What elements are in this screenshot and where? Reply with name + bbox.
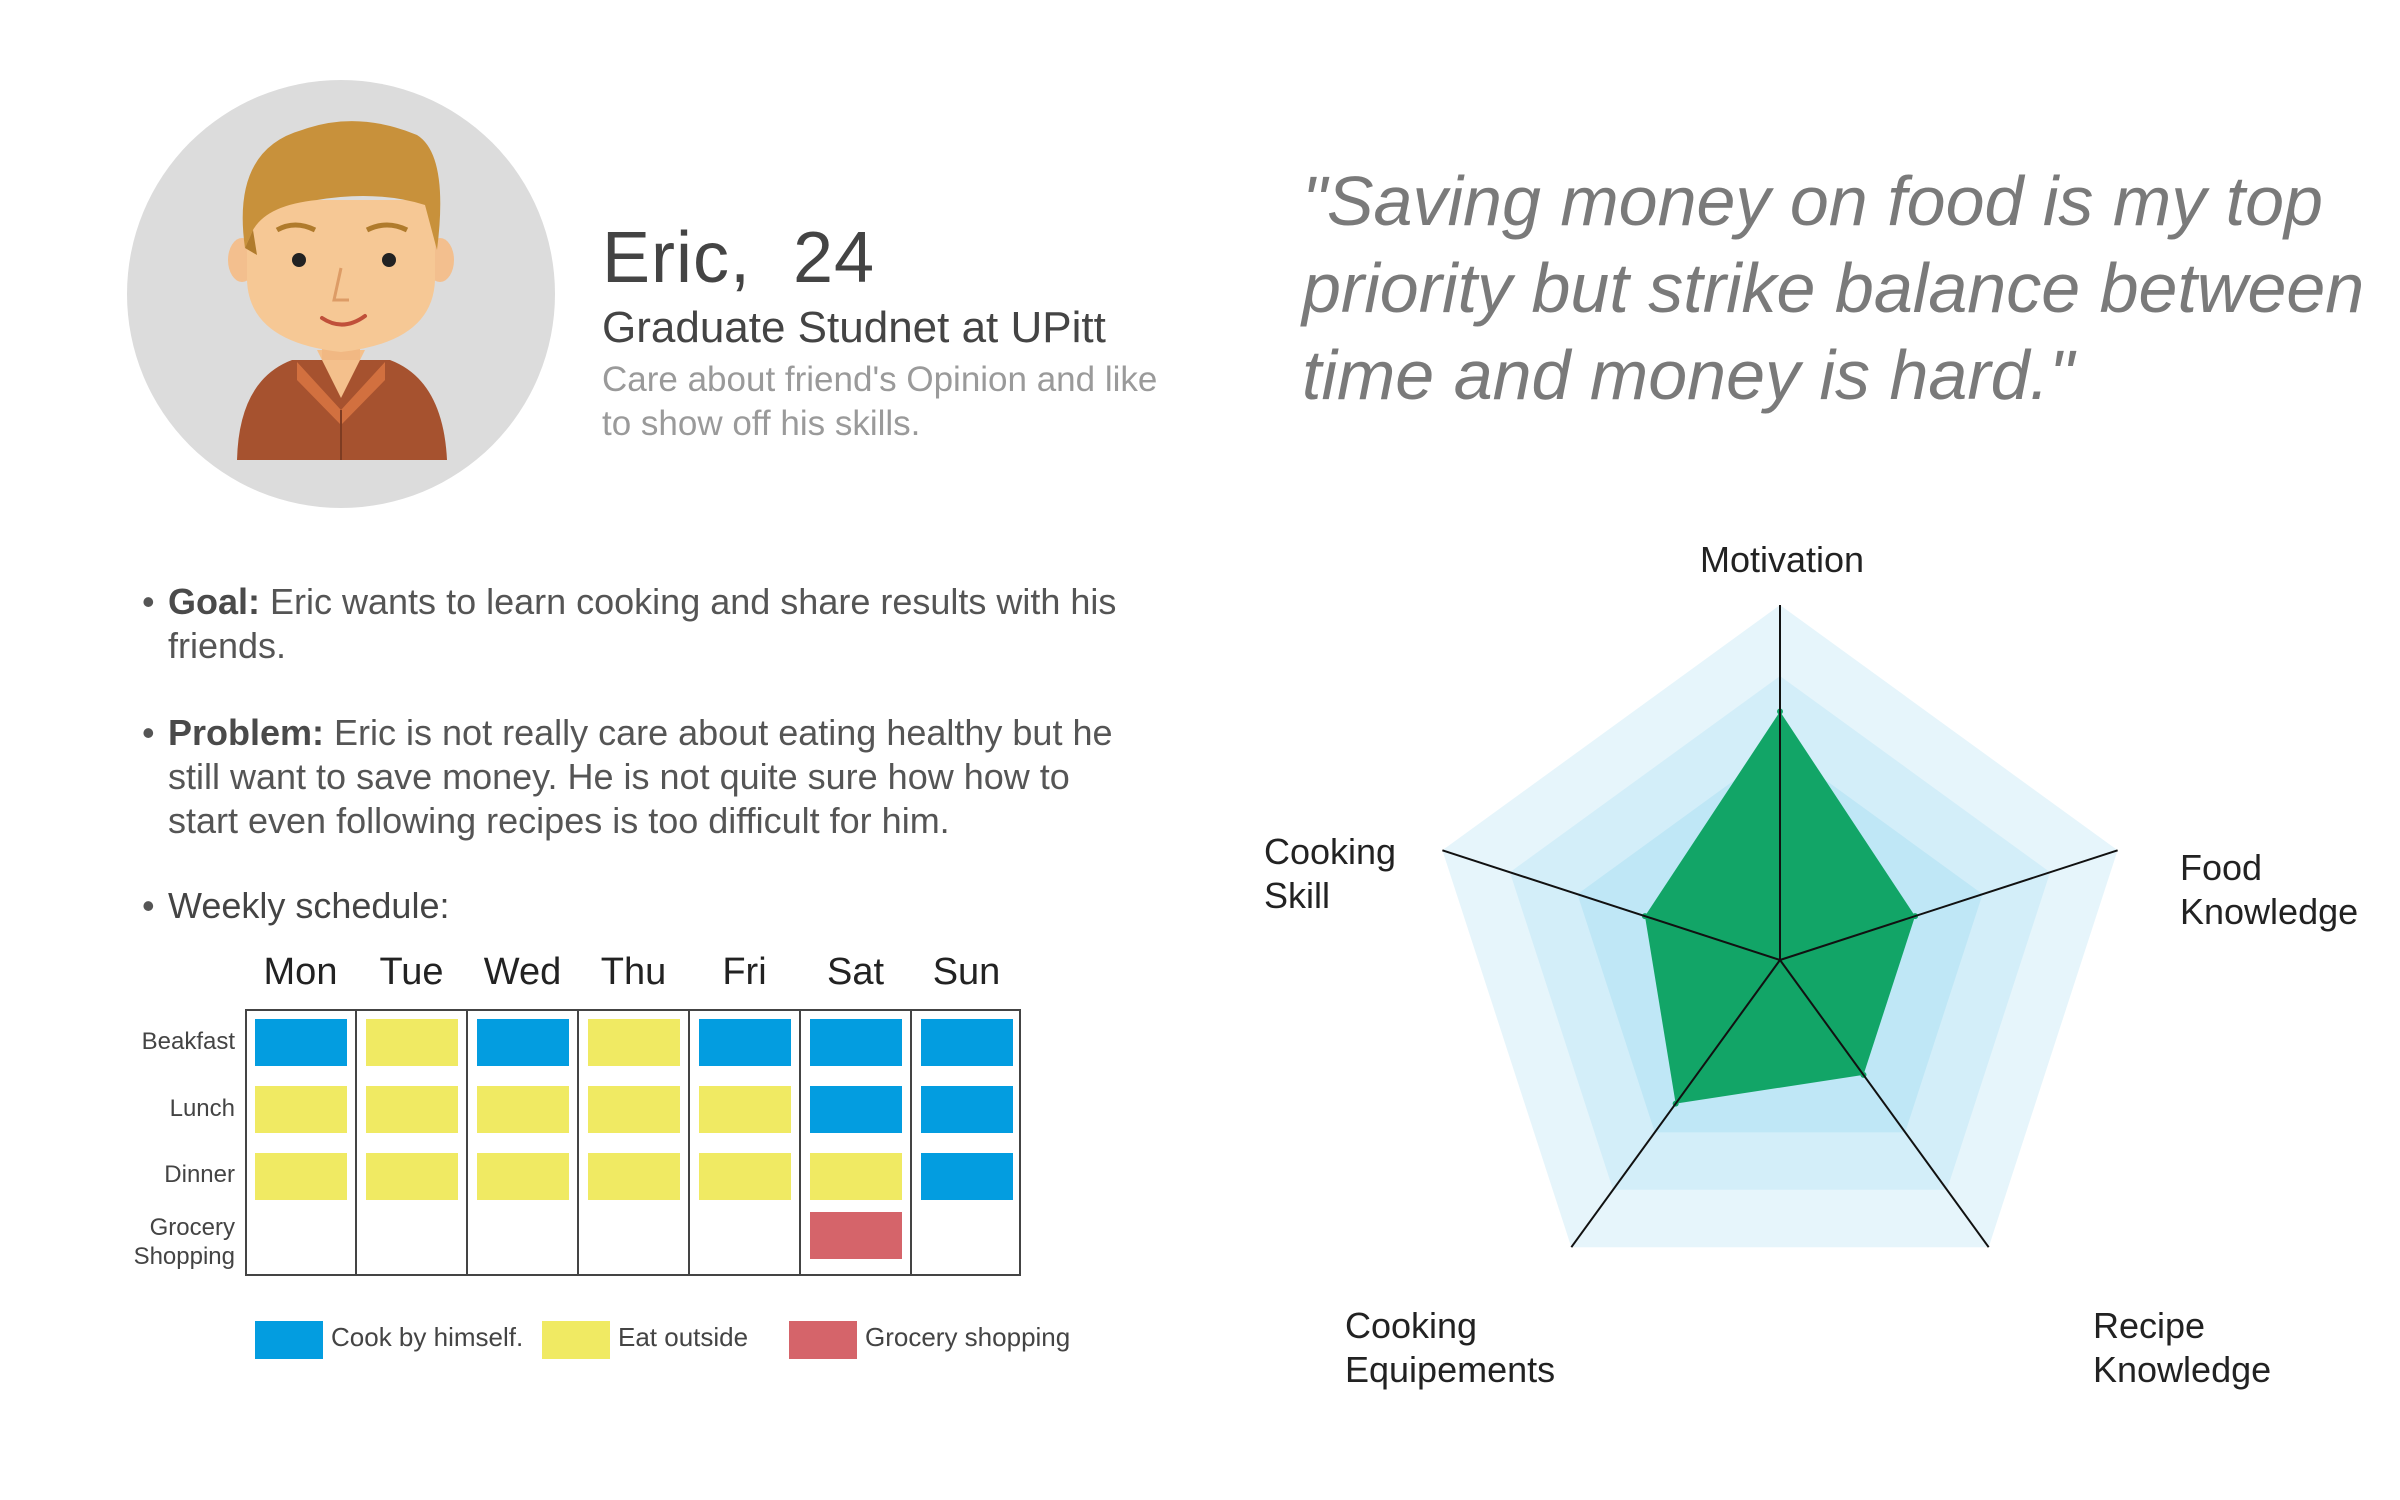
schedule-cell-outside [366,1153,458,1200]
legend-swatch-outside [542,1321,610,1359]
bullet-marker: • [142,712,155,753]
schedule-cell-cook [921,1153,1013,1200]
schedule-cell-grocery [810,1212,902,1259]
radar-axis-label-line: Skill [1264,875,1331,916]
schedule-cell-cook [921,1086,1013,1133]
persona-name: Eric, 24 [602,218,876,298]
schedule-cell-cook [921,1019,1013,1066]
column-divider [799,1009,801,1276]
legend-label-cook: Cook by himself. [331,1322,524,1352]
schedule-cell-cook [810,1019,902,1066]
goal-text-cont: friends. [168,625,287,666]
avatar [127,80,555,508]
skill-radar-chart [1442,605,2118,1248]
bullet-marker: • [142,885,155,926]
schedule-cell-outside [588,1086,680,1133]
row-label: Lunch [100,1094,235,1123]
row-label-line: Shopping [133,1243,235,1270]
legend-swatch-cook [255,1321,323,1359]
radar-axis-label: Recipe Knowledge [2093,1304,2271,1392]
row-label-line: Dinner [164,1161,235,1188]
schedule-cell-outside [699,1086,791,1133]
problem-text: Eric is not really care about eating hea… [324,712,1113,753]
schedule-cell-cook [810,1086,902,1133]
day-header: Tue [379,951,444,993]
persona-description: Care about friend's Opinion and like to … [602,360,1158,443]
persona-role: Graduate Studnet at UPitt [602,303,1106,352]
radar-axis-label: Food Knowledge [2180,846,2358,934]
day-header: Mon [263,951,338,993]
schedule-cell-outside [477,1086,569,1133]
schedule-cell-outside [588,1153,680,1200]
goal-text: Eric wants to learn cooking and share re… [260,581,1117,622]
radar-axis-label: Motivation [1700,538,1864,582]
row-label-line: Grocery [149,1214,235,1241]
legend-swatch-grocery [789,1321,857,1359]
persona-quote: "Saving money on food is my top priority… [1302,162,2365,414]
radar-axis-label-line: Cooking [1264,831,1397,872]
row-label: Beakfast [100,1027,235,1056]
weekly-schedule-table [245,1009,1021,1276]
radar-axis-label: Cooking Equipements [1345,1304,1555,1392]
problem-text-cont-2: start even following recipes is too diff… [168,800,950,841]
schedule-cell-cook [699,1019,791,1066]
radar-axis-label-line: Knowledge [2180,891,2359,932]
schedule-cell-outside [699,1153,791,1200]
radar-axis-line [1779,959,1990,1248]
radar-axis-label-line: Cooking [1345,1305,1478,1346]
goal-bullet: • Goal: Eric wants to learn cooking and s… [142,580,1127,668]
legend-label-outside: Eat outside [618,1322,749,1352]
row-label: Grocery Shopping [100,1213,235,1271]
schedule-cell-outside [477,1153,569,1200]
schedule-cell-cook [255,1019,347,1066]
radar-axis-label-line: Food [2180,847,2263,888]
schedule-label: Weekly schedule: [168,885,450,926]
day-header: Thu [600,951,667,993]
column-divider [577,1009,579,1276]
goal-label: Goal: [168,581,261,622]
schedule-cell-outside [810,1153,902,1200]
radar-axis-label-line: Motivation [1700,539,1865,580]
schedule-cell-outside [588,1019,680,1066]
problem-bullet: • Problem: Eric is not really care about … [142,711,1127,843]
schedule-cell-outside [366,1019,458,1066]
radar-axis-label-line: Recipe [2093,1305,2206,1346]
schedule-cell-outside [255,1153,347,1200]
column-divider [466,1009,468,1276]
column-divider [355,1009,357,1276]
radar-axis-label: Cooking Skill [1264,830,1396,918]
schedule-cell-outside [366,1086,458,1133]
radar-axis-label-line: Knowledge [2093,1349,2272,1390]
row-label: Dinner [100,1160,235,1189]
problem-label: Problem: [168,712,325,753]
problem-text-cont-1: still want to save money. He is not quit… [168,756,1070,797]
row-label-line: Beakfast [141,1028,235,1055]
row-label-line: Lunch [169,1095,235,1122]
legend-label-grocery: Grocery shopping [865,1322,1071,1352]
day-header: Sat [826,951,885,993]
radar-axis-line [1442,849,1781,961]
schedule-cell-outside [255,1086,347,1133]
column-divider [688,1009,690,1276]
bullet-marker: • [142,581,155,622]
radar-axis-line [1570,959,1781,1248]
schedule-bullet: • Weekly schedule: [142,884,1127,928]
day-header: Fri [722,951,767,993]
day-header: Wed [483,951,562,993]
radar-axis-label-line: Equipements [1345,1349,1556,1390]
column-divider [910,1009,912,1276]
day-header: Sun [932,951,1001,993]
radar-axis-line [1779,849,2118,961]
schedule-cell-cook [477,1019,569,1066]
